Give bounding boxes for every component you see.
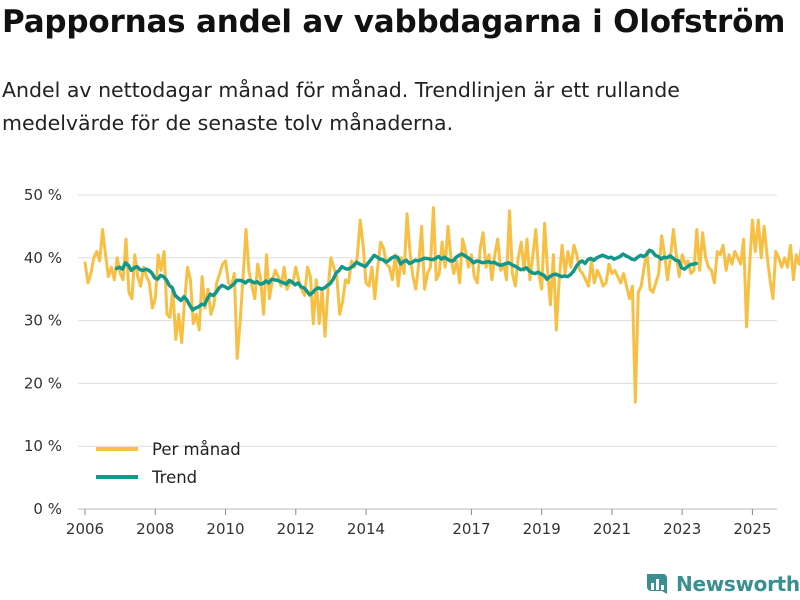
- series-line-monthly: [83, 206, 800, 404]
- x-tick-label: 2010: [206, 520, 244, 538]
- x-tick-label: 2012: [277, 520, 315, 538]
- y-tick-label: 0 %: [33, 500, 62, 518]
- brand-name: Newsworthy: [676, 572, 800, 596]
- x-tick-label: 2021: [593, 520, 631, 538]
- brand-logo[interactable]: Newsworthy: [645, 568, 800, 600]
- x-tick-label: 2017: [452, 520, 490, 538]
- x-tick-label: 2006: [66, 520, 104, 538]
- bar-chart-logo-icon: [647, 574, 667, 594]
- legend-label-trend: Trend: [151, 468, 197, 487]
- series-lines: [83, 206, 800, 404]
- x-axis-ticks: 2006 2008 2010 2012 2014 2017 2019 2021 2023 2025: [66, 509, 772, 538]
- legend-label-monthly: Per månad: [152, 440, 241, 459]
- x-tick-label: 2019: [523, 520, 561, 538]
- x-tick-label: 2008: [136, 520, 174, 538]
- chart-title: Pappornas andel av vabbdagarna i Olofstr…: [2, 4, 786, 40]
- x-tick-label: 2014: [347, 520, 385, 538]
- y-tick-label: 50 %: [24, 186, 62, 204]
- y-tick-label: 20 %: [24, 374, 62, 392]
- x-tick-label: 2025: [733, 520, 771, 538]
- x-tick-label: 2023: [663, 520, 701, 538]
- y-tick-label: 30 %: [24, 312, 62, 330]
- legend: Per månad Trend: [96, 440, 241, 487]
- y-tick-label: 10 %: [24, 437, 62, 455]
- y-tick-label: 40 %: [24, 249, 62, 267]
- chart-subtitle: Andel av nettodagar månad för månad. Tre…: [2, 78, 680, 135]
- series-line-trend: [114, 248, 698, 312]
- y-axis-ticks: 0 % 10 % 20 % 30 % 40 % 50 %: [24, 186, 62, 518]
